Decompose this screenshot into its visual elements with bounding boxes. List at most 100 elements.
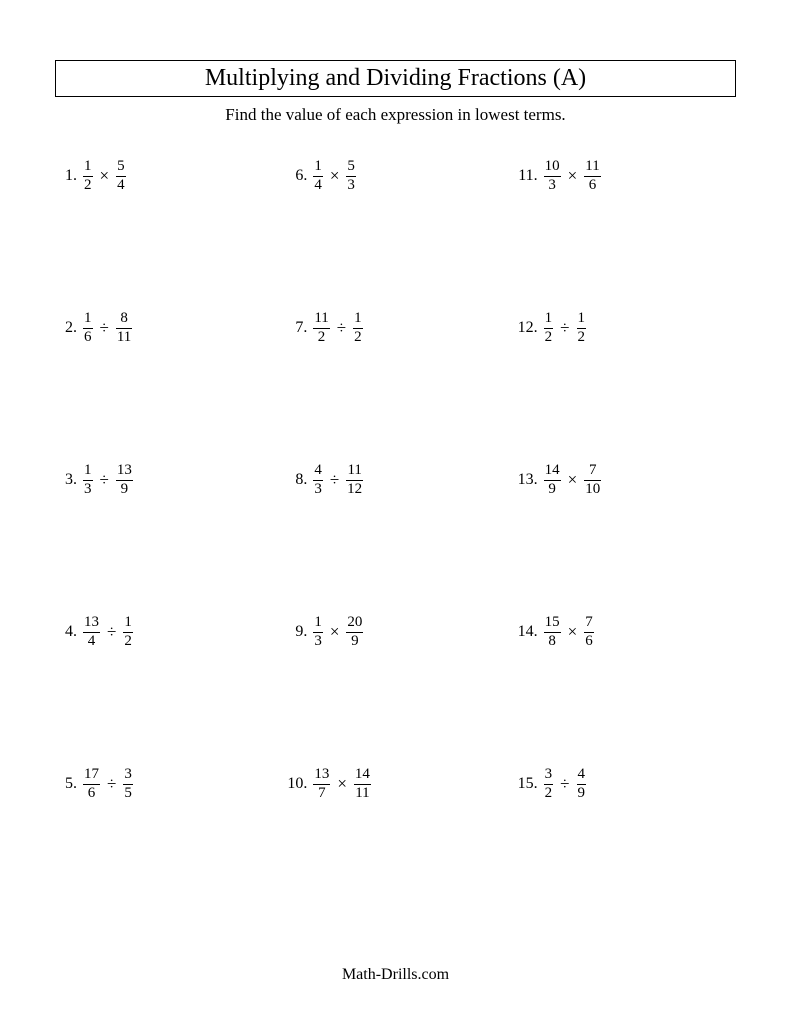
fraction-b: 811: [116, 311, 132, 346]
operator: ×: [334, 774, 350, 794]
problem-number: 4.: [55, 615, 83, 641]
denominator: 3: [547, 178, 557, 194]
operator: ×: [327, 166, 343, 186]
numerator: 4: [577, 767, 587, 783]
numerator: 1: [313, 159, 323, 175]
fraction-b: 139: [116, 463, 133, 498]
denominator: 2: [353, 330, 363, 346]
fraction-b: 209: [346, 615, 363, 650]
operator: ÷: [97, 470, 112, 490]
denominator: 3: [83, 482, 93, 498]
operator: ÷: [97, 318, 112, 338]
problem-number: 13.: [516, 463, 544, 489]
numerator: 1: [544, 311, 554, 327]
numerator: 1: [83, 159, 93, 175]
numerator: 8: [119, 311, 129, 327]
worksheet-title: Multiplying and Dividing Fractions (A): [205, 65, 586, 91]
numerator: 14: [354, 767, 371, 783]
denominator: 8: [547, 634, 557, 650]
expression: 12×54: [83, 159, 126, 194]
problem: 13.149×710: [516, 457, 736, 609]
numerator: 5: [116, 159, 126, 175]
denominator: 3: [313, 482, 323, 498]
problem-number: 14.: [516, 615, 544, 641]
problem-number: 7.: [285, 311, 313, 337]
operator: ÷: [557, 774, 572, 794]
numerator: 11: [346, 463, 362, 479]
problem: 12.12÷12: [516, 305, 736, 457]
fraction-a: 12: [544, 311, 554, 346]
numerator: 15: [544, 615, 561, 631]
fraction-a: 13: [83, 463, 93, 498]
problem-number: 15.: [516, 767, 544, 793]
problem-number: 11.: [516, 159, 544, 185]
fraction-b: 49: [577, 767, 587, 802]
numerator: 4: [313, 463, 323, 479]
expression: 158×76: [544, 615, 594, 650]
operator: ÷: [327, 470, 342, 490]
numerator: 5: [346, 159, 356, 175]
numerator: 1: [353, 311, 363, 327]
problem-number: 6.: [285, 159, 313, 185]
denominator: 2: [317, 330, 327, 346]
operator: ×: [565, 622, 581, 642]
fraction-b: 12: [353, 311, 363, 346]
fraction-b: 35: [123, 767, 133, 802]
denominator: 9: [577, 786, 587, 802]
expression: 16÷811: [83, 311, 132, 346]
denominator: 9: [547, 482, 557, 498]
problem-number: 3.: [55, 463, 83, 489]
problems-grid: 1.12×542.16÷8113.13÷1394.134÷125.176÷356…: [55, 153, 736, 913]
expression: 112÷12: [313, 311, 362, 346]
expression: 4 3÷1112: [313, 463, 363, 498]
problem: 15.32÷49: [516, 761, 736, 913]
fraction-b: 1112: [346, 463, 363, 498]
denominator: 11: [116, 330, 132, 346]
numerator: 1: [577, 311, 587, 327]
fraction-b: 53: [346, 159, 356, 194]
problem: 11.103×116: [516, 153, 736, 305]
problem-number: 10.: [285, 767, 313, 793]
problem: 4.134÷12: [55, 609, 275, 761]
denominator: 2: [544, 330, 554, 346]
problem: 6.14×53: [285, 153, 505, 305]
problem: 2.16÷811: [55, 305, 275, 457]
numerator: 7: [588, 463, 598, 479]
numerator: 17: [83, 767, 100, 783]
fraction-a: 32: [544, 767, 554, 802]
numerator: 1: [313, 615, 323, 631]
denominator: 4: [313, 178, 323, 194]
fraction-a: 158: [544, 615, 561, 650]
denominator: 6: [588, 178, 598, 194]
numerator: 20: [346, 615, 363, 631]
fraction-a: 112: [313, 311, 329, 346]
expression: 149×710: [544, 463, 602, 498]
problem: 8.4 3÷1112: [285, 457, 505, 609]
expression: 134÷12: [83, 615, 133, 650]
numerator: 11: [584, 159, 600, 175]
fraction-a: 149: [544, 463, 561, 498]
fraction-b: 710: [584, 463, 601, 498]
footer-text: Math-Drills.com: [0, 966, 791, 984]
fraction-a: 14: [313, 159, 323, 194]
fraction-a: 176: [83, 767, 100, 802]
worksheet-page: Multiplying and Dividing Fractions (A) F…: [0, 0, 791, 1024]
denominator: 4: [87, 634, 97, 650]
denominator: 4: [116, 178, 126, 194]
denominator: 6: [83, 330, 93, 346]
problem-number: 5.: [55, 767, 83, 793]
denominator: 5: [123, 786, 133, 802]
numerator: 1: [83, 463, 93, 479]
denominator: 6: [87, 786, 97, 802]
problem-number: 12.: [516, 311, 544, 337]
problem-number: 9.: [285, 615, 313, 641]
expression: 176÷35: [83, 767, 133, 802]
problem: 7.112÷12: [285, 305, 505, 457]
denominator: 10: [584, 482, 601, 498]
operator: ×: [565, 166, 581, 186]
fraction-b: 116: [584, 159, 600, 194]
expression: 14×53: [313, 159, 356, 194]
denominator: 7: [317, 786, 327, 802]
numerator: 3: [123, 767, 133, 783]
problem-number: 8.: [285, 463, 313, 489]
